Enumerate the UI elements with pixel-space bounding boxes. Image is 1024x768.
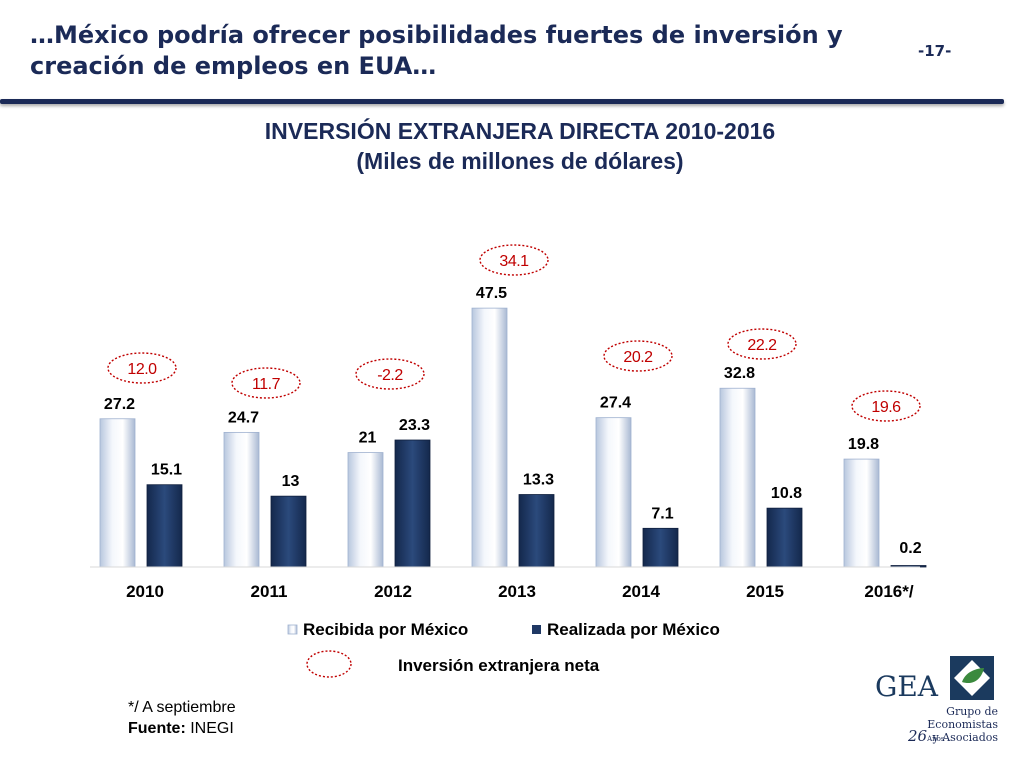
x-tick-2010: 2010 [126,582,164,601]
logo-years: 26Años [908,727,944,745]
chart-title: INVERSIÓN EXTRANJERA DIRECTA 2010-2016 [264,118,776,144]
data-label-realizada-2011: 13 [282,473,300,490]
bar-realizada-2010 [146,484,183,568]
logo-subtitle: Grupo de Economistas y Asociados [880,705,998,744]
legend: Recibida por México Realizada por México I… [287,620,720,678]
data-label-recibida-2011: 24.7 [228,409,259,426]
logo-line-1: Grupo de Economistas [927,705,998,731]
net-callout-2015 [727,328,797,360]
x-tick-2014: 2014 [622,582,660,601]
legend-swatch-realizada [532,625,541,634]
data-label-recibida-2015: 32.8 [724,365,755,382]
bar-realizada-2013 [518,494,555,568]
net-callout-2014 [603,340,673,372]
bar-recibida-2014 [595,417,632,568]
data-label-realizada-2015: 10.8 [771,485,802,502]
logo-mark-icon [950,656,994,700]
net-label-2013: 34.1 [499,253,529,270]
data-label-realizada-2013: 13.3 [523,472,554,489]
data-label-realizada-2016*/: 0.2 [899,540,921,557]
net-label-2010: 12.0 [127,361,157,378]
net-callout-2016*/ [851,390,921,422]
logo-years-number: 26 [908,727,928,745]
x-axis-layer: 2010 2011 2012 2013 2014 2015 2016*/ [90,566,920,601]
bar-recibida-2010 [99,418,136,568]
data-label-recibida-2010: 27.2 [104,396,135,413]
net-callout-2012 [355,358,425,390]
legend-swatch-net [306,650,352,678]
legend-swatch-recibida [287,624,298,635]
data-label-realizada-2010: 15.1 [151,462,182,479]
footnote-note: */ A septiembre [128,699,236,716]
footnote-source: Fuente: INEGI [128,718,236,739]
bar-recibida-2016*/ [843,458,880,568]
title-rule [0,99,1004,104]
net-label-2015: 22.2 [747,337,777,354]
bar-recibida-2013 [471,307,508,568]
logo-line-2: y Asociados [932,731,998,744]
bar-recibida-2011 [223,431,260,568]
data-label-realizada-2014: 7.1 [651,505,673,522]
net-label-2011: 11.7 [252,376,281,393]
net-label-2014: 20.2 [623,349,653,366]
net-callout-2013 [479,244,549,276]
net-callout-2011 [231,367,301,399]
logo-years-label: Años [927,735,945,743]
bar-recibida-2012 [347,452,384,568]
chart-title-block: INVERSIÓN EXTRANJERA DIRECTA 2010-2016 (… [180,116,860,176]
leaf-icon [954,660,990,696]
legend-label-realizada: Realizada por México [547,620,720,639]
net-label-2016*/: 19.6 [871,399,901,416]
net-label-2012: -2.2 [377,367,403,384]
x-tick-2011: 2011 [251,582,288,601]
gea-logo: GEA Grupo de Economistas y Asociados 26A… [870,650,1010,760]
chart-subtitle: (Miles de millones de dólares) [356,148,684,174]
source-label: Fuente: [128,720,186,737]
x-tick-2015: 2015 [746,582,784,601]
net-investment-layer: 12.0 11.7 -2.2 34.1 20.2 22.2 19.6 [107,244,921,422]
data-label-realizada-2012: 23.3 [399,417,430,434]
bar-recibida-2015 [719,387,756,568]
x-tick-2016*/: 2016*/ [864,582,913,601]
legend-label-net: Inversión extranjera neta [398,656,600,675]
data-label-recibida-2012: 21 [359,430,377,447]
page-number: -17- [918,42,952,60]
slide-title: …México podría ofrecer posibilidades fue… [30,21,843,80]
x-tick-2012: 2012 [374,582,412,601]
bar-realizada-2011 [270,495,307,568]
x-tick-2013: 2013 [498,582,536,601]
legend-label-recibida: Recibida por México [303,620,468,639]
bars-layer [99,307,927,568]
footnote: */ A septiembre Fuente: INEGI [128,697,236,739]
bar-realizada-2012 [394,439,431,568]
net-callout-2010 [107,352,177,384]
data-label-recibida-2016*/: 19.8 [848,436,879,453]
bar-realizada-2014 [642,527,679,568]
labels-layer: 27.2 15.1 24.7 13 21 23.3 47.5 13.3 27.4 7.1 32.8 1… [104,285,922,557]
logo-wordmark: GEA [875,670,939,703]
bar-realizada-2015 [766,507,803,568]
data-label-recibida-2013: 47.5 [476,285,507,302]
source-value: INEGI [190,720,234,737]
data-label-recibida-2014: 27.4 [600,395,631,412]
